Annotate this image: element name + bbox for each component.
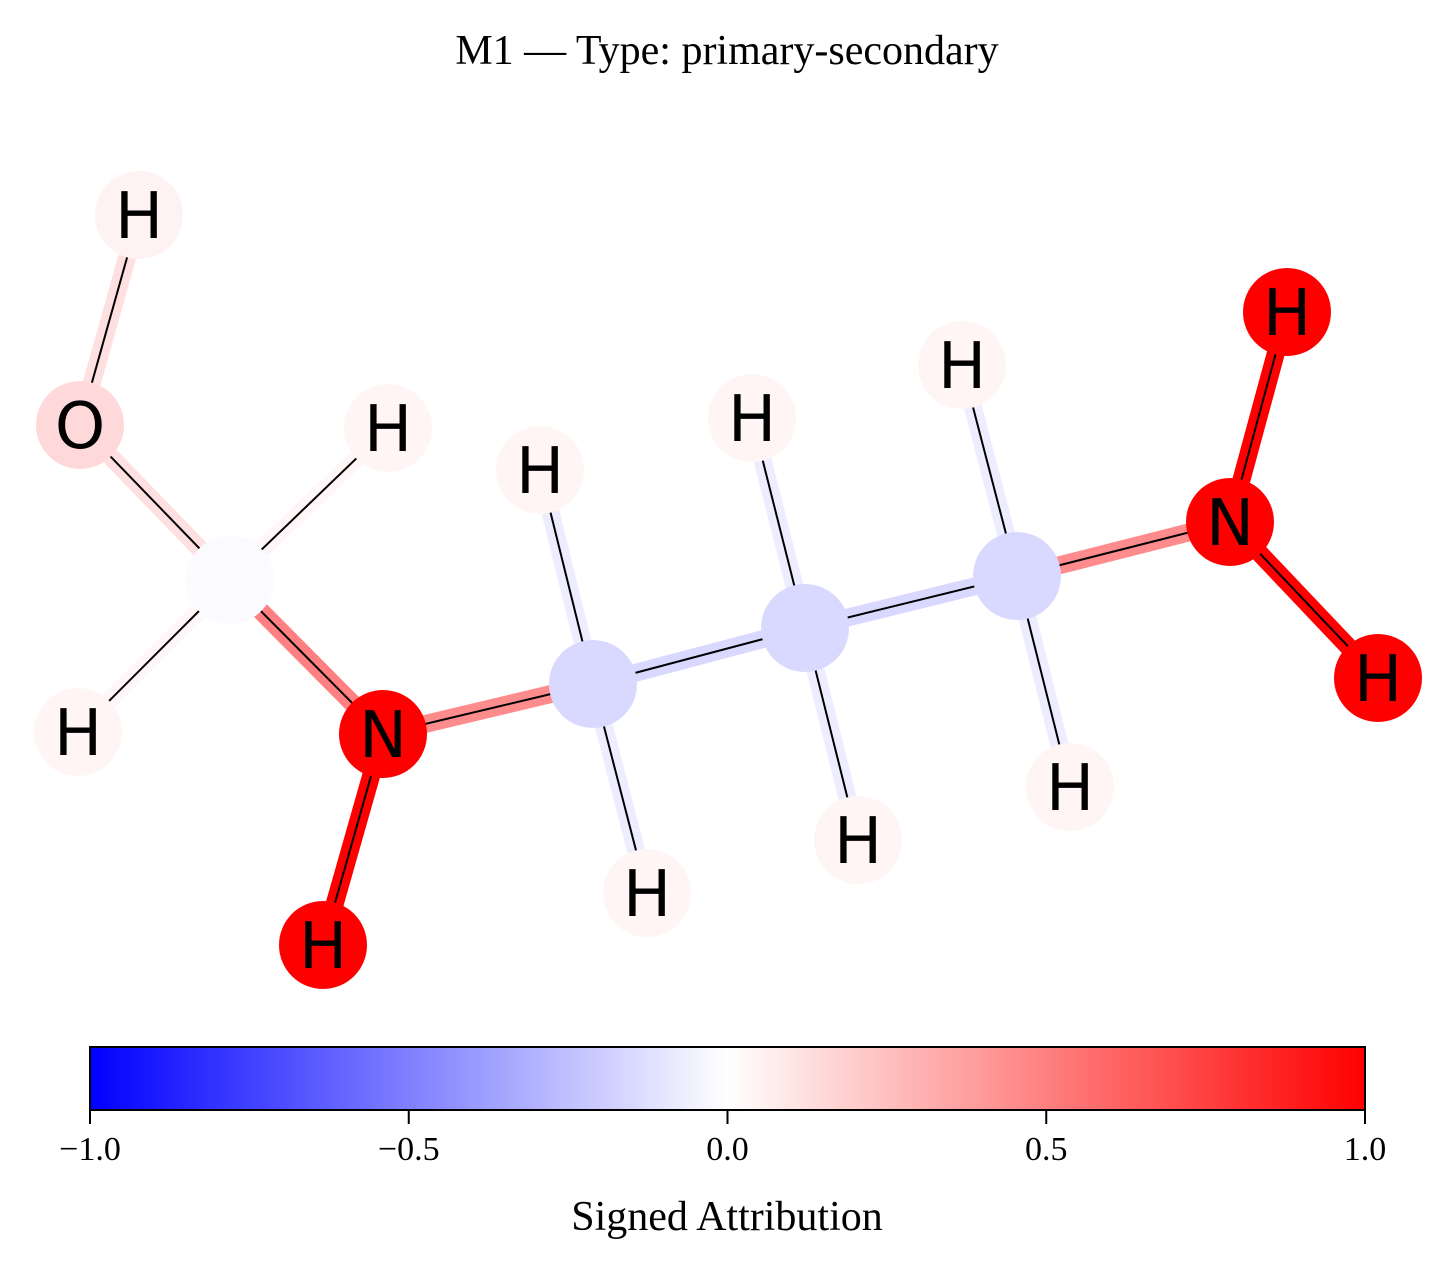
atom-h-n2b-label: H <box>1354 643 1402 717</box>
atom-h-c1b-highlight <box>34 688 122 776</box>
atom-o-label: O <box>55 390 105 464</box>
atom-h-n2b-highlight <box>1334 634 1422 722</box>
atom-h-c1a-label: H <box>364 393 412 467</box>
figure-title: M1 — Type: primary-secondary <box>455 28 998 74</box>
atom-h-c4b-label: H <box>1046 752 1094 826</box>
colorbar-gradient <box>89 1046 1366 1111</box>
atom-h-o-highlight <box>95 171 183 259</box>
atom-h-c4b-highlight <box>1026 743 1114 831</box>
molecule-graph: H O H H N H H H H H H H N H H <box>34 171 1422 989</box>
atom-h-n1-highlight <box>279 901 367 989</box>
atom-n2-highlight <box>1186 478 1274 566</box>
atom-c2-highlight <box>549 640 637 728</box>
atom-h-n1-label: H <box>299 910 347 984</box>
atom-h-n2a-highlight <box>1243 268 1331 356</box>
atom-label-layer: H O H H N H H H H H H H N H H <box>54 180 1402 984</box>
atom-c4-highlight <box>973 532 1061 620</box>
atom-h-c3b-label: H <box>834 805 882 879</box>
atom-h-c4a-label: H <box>938 330 986 404</box>
colorbar-tick-label: 0.0 <box>706 1131 749 1168</box>
atom-c3-highlight <box>761 584 849 672</box>
colorbar-ticks: −1.0 −0.5 0.0 0.5 1.0 <box>59 1110 1386 1168</box>
atom-h-c4a-highlight <box>918 321 1006 409</box>
colorbar-tick-label: 0.5 <box>1025 1131 1068 1168</box>
atom-h-c3b-highlight <box>814 796 902 884</box>
atom-n1-label: N <box>359 699 407 773</box>
atom-c1-highlight <box>186 536 274 624</box>
atom-h-n2a-label: H <box>1263 277 1311 351</box>
atom-n1-highlight <box>339 690 427 778</box>
colorbar-label: Signed Attribution <box>571 1194 883 1240</box>
atom-h-c1b-label: H <box>54 697 102 771</box>
atom-h-c1a-highlight <box>344 384 432 472</box>
atom-h-o-label: H <box>115 180 163 254</box>
colorbar-tick-label: 1.0 <box>1344 1131 1387 1168</box>
atom-n2-label: N <box>1206 487 1254 561</box>
colorbar: −1.0 −0.5 0.0 0.5 1.0 Signed Attribution <box>59 1046 1386 1240</box>
atom-h-c2a-label: H <box>516 435 564 509</box>
colorbar-tick-label: −0.5 <box>378 1131 440 1168</box>
colorbar-tick-label: −1.0 <box>59 1131 121 1168</box>
atom-h-c2b-highlight <box>603 849 691 937</box>
atom-o-highlight <box>36 381 124 469</box>
atom-h-c2b-label: H <box>623 858 671 932</box>
atom-h-c3a-highlight <box>708 374 796 462</box>
atom-highlight-layer <box>34 171 1422 989</box>
atom-h-c2a-highlight <box>496 426 584 514</box>
atom-h-c3a-label: H <box>728 383 776 457</box>
